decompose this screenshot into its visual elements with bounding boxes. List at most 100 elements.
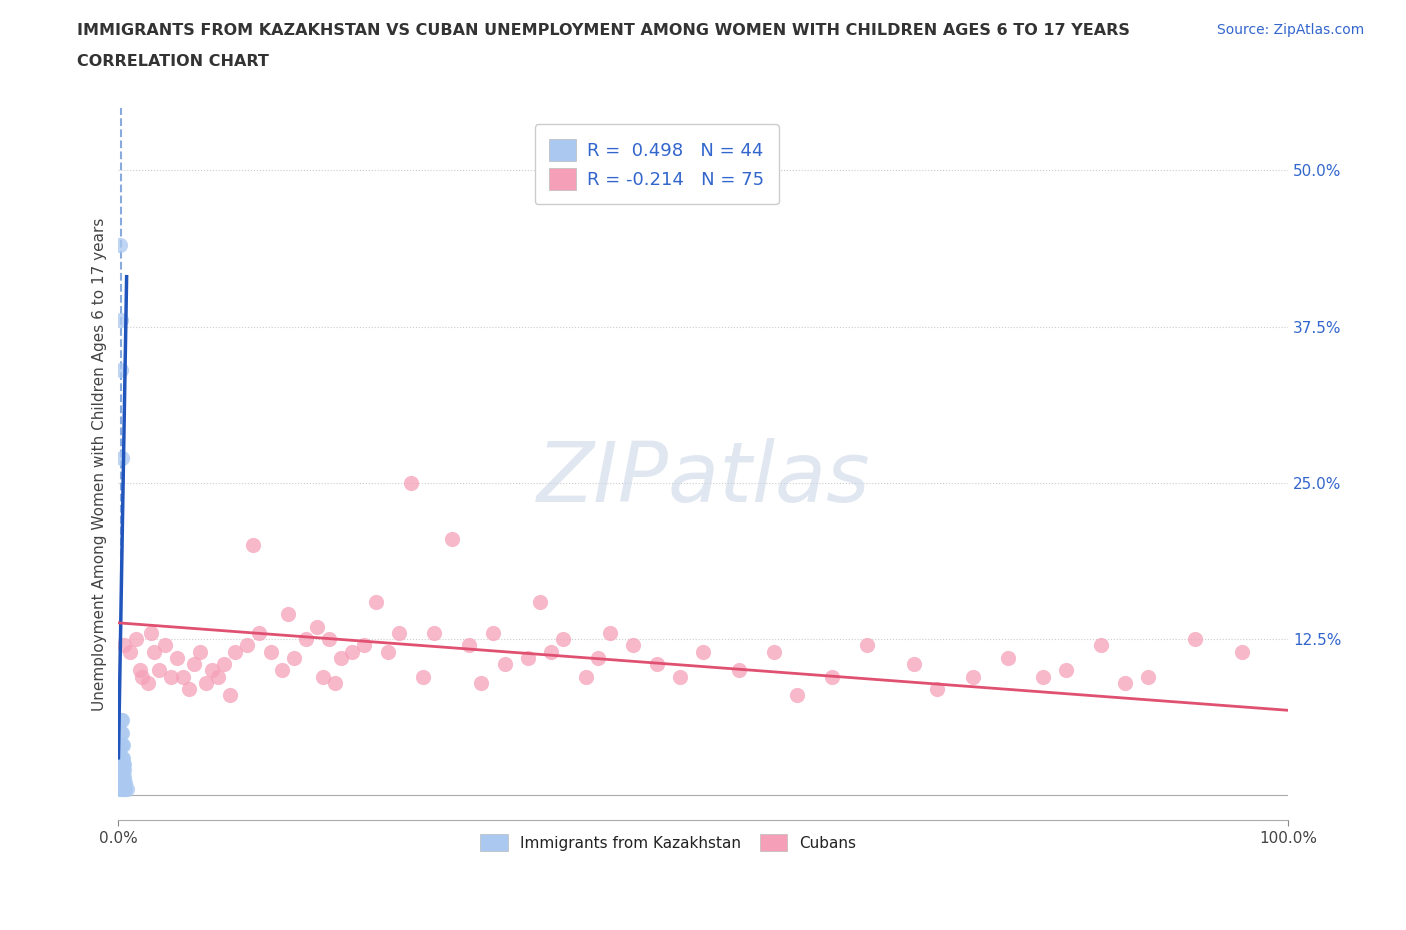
- Point: [110, 313, 132, 328]
- Point: [353, 638, 375, 653]
- Point: [128, 663, 150, 678]
- Point: [112, 757, 135, 772]
- Point: [112, 769, 135, 784]
- Point: [927, 682, 949, 697]
- Point: [242, 538, 264, 552]
- Point: [599, 625, 621, 640]
- Point: [856, 638, 879, 653]
- Point: [114, 776, 136, 790]
- Point: [112, 769, 135, 784]
- Point: [529, 594, 551, 609]
- Point: [551, 631, 574, 646]
- Text: IMMIGRANTS FROM KAZAKHSTAN VS CUBAN UNEMPLOYMENT AMONG WOMEN WITH CHILDREN AGES : IMMIGRANTS FROM KAZAKHSTAN VS CUBAN UNEM…: [77, 23, 1130, 38]
- Point: [236, 638, 259, 653]
- Point: [112, 737, 135, 752]
- Point: [318, 631, 340, 646]
- Point: [108, 757, 131, 772]
- Point: [821, 670, 844, 684]
- Point: [218, 688, 240, 703]
- Point: [136, 675, 159, 690]
- Point: [112, 781, 135, 796]
- Point: [155, 638, 177, 653]
- Point: [1137, 670, 1160, 684]
- Legend: Immigrants from Kazakhstan, Cubans: Immigrants from Kazakhstan, Cubans: [472, 826, 863, 859]
- Point: [307, 619, 329, 634]
- Text: CORRELATION CHART: CORRELATION CHART: [77, 54, 269, 69]
- Point: [111, 769, 134, 784]
- Y-axis label: Unemployment Among Women with Children Ages 6 to 17 years: Unemployment Among Women with Children A…: [93, 218, 107, 711]
- Point: [399, 475, 422, 490]
- Point: [323, 675, 346, 690]
- Point: [110, 363, 132, 378]
- Point: [762, 644, 785, 659]
- Point: [482, 625, 505, 640]
- Point: [247, 625, 270, 640]
- Point: [388, 625, 411, 640]
- Point: [283, 650, 305, 665]
- Text: Source: ZipAtlas.com: Source: ZipAtlas.com: [1216, 23, 1364, 37]
- Point: [111, 737, 134, 752]
- Point: [329, 650, 352, 665]
- Point: [177, 682, 200, 697]
- Point: [131, 670, 153, 684]
- Point: [166, 650, 188, 665]
- Point: [377, 644, 399, 659]
- Point: [575, 670, 598, 684]
- Point: [294, 631, 316, 646]
- Point: [277, 606, 299, 621]
- Point: [112, 638, 135, 653]
- Point: [224, 644, 246, 659]
- Point: [110, 776, 132, 790]
- Point: [621, 638, 644, 653]
- Point: [212, 657, 235, 671]
- Point: [110, 781, 132, 796]
- Point: [962, 670, 984, 684]
- Point: [115, 781, 138, 796]
- Point: [112, 781, 135, 796]
- Point: [112, 757, 135, 772]
- Point: [195, 675, 218, 690]
- Point: [111, 763, 134, 777]
- Point: [188, 644, 211, 659]
- Point: [108, 737, 131, 752]
- Point: [494, 657, 516, 671]
- Point: [516, 650, 538, 665]
- Point: [111, 757, 134, 772]
- Point: [183, 657, 205, 671]
- Point: [172, 670, 194, 684]
- Point: [108, 238, 131, 253]
- Point: [586, 650, 609, 665]
- Point: [458, 638, 481, 653]
- Point: [110, 737, 132, 752]
- Point: [112, 763, 135, 777]
- Point: [692, 644, 714, 659]
- Point: [108, 763, 131, 777]
- Point: [364, 594, 387, 609]
- Point: [1054, 663, 1077, 678]
- Point: [342, 644, 364, 659]
- Point: [112, 751, 135, 765]
- Point: [312, 670, 335, 684]
- Point: [1032, 670, 1054, 684]
- Point: [259, 644, 281, 659]
- Point: [111, 450, 134, 465]
- Point: [1230, 644, 1253, 659]
- Point: [111, 776, 134, 790]
- Text: ZIPatlas: ZIPatlas: [537, 438, 870, 519]
- Point: [148, 663, 170, 678]
- Point: [997, 650, 1019, 665]
- Point: [412, 670, 434, 684]
- Point: [470, 675, 492, 690]
- Point: [108, 781, 131, 796]
- Point: [1114, 675, 1136, 690]
- Point: [201, 663, 224, 678]
- Point: [110, 751, 132, 765]
- Point: [112, 763, 135, 777]
- Point: [110, 713, 132, 728]
- Point: [271, 663, 294, 678]
- Point: [1184, 631, 1206, 646]
- Point: [727, 663, 749, 678]
- Point: [110, 763, 132, 777]
- Point: [108, 769, 131, 784]
- Point: [110, 769, 132, 784]
